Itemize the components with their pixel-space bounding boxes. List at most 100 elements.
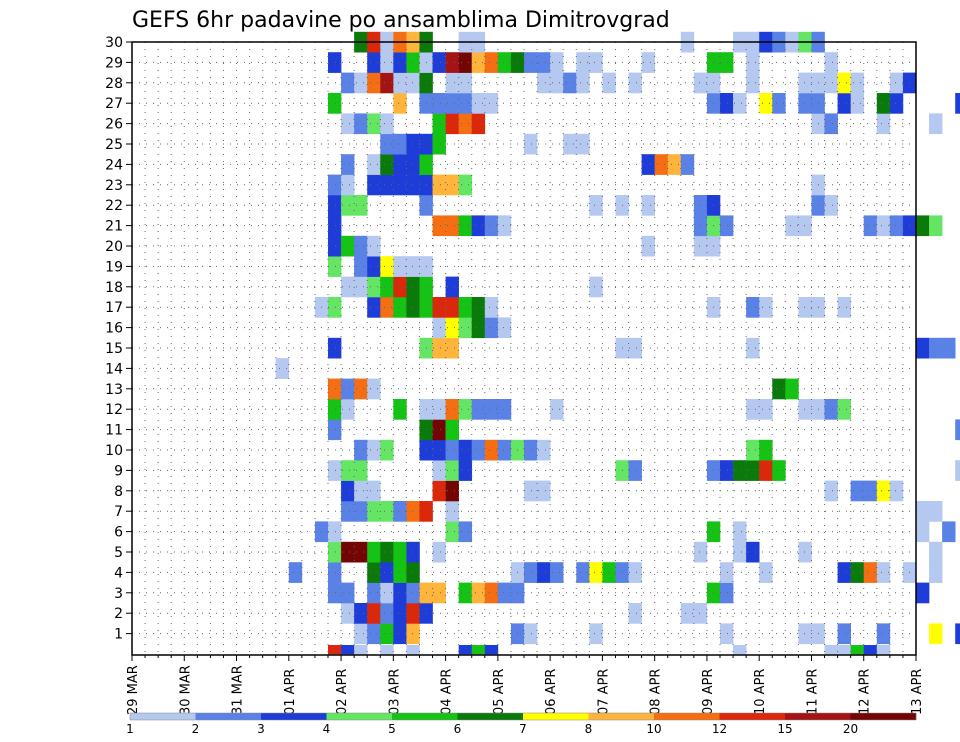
y-tick-label: 15 — [105, 341, 123, 357]
legend-label: 3 — [257, 722, 265, 736]
heatmap-cell — [367, 52, 381, 73]
heatmap-cell — [484, 297, 499, 318]
heatmap-cell — [524, 480, 538, 502]
heatmap-cell — [746, 52, 760, 73]
heatmap-cell — [341, 501, 355, 522]
heatmap-cell — [432, 174, 446, 196]
heatmap-cell — [720, 623, 734, 645]
heatmap-cell — [889, 72, 904, 94]
heatmap-cell — [445, 439, 459, 461]
heatmap-cell — [458, 582, 473, 604]
heatmap-cell — [916, 582, 930, 604]
heatmap-cell — [746, 439, 760, 461]
legend-swatch — [785, 713, 851, 720]
heatmap-cell — [942, 521, 956, 543]
legend-label: 15 — [777, 722, 792, 736]
heatmap-cell — [380, 501, 394, 522]
heatmap-cell — [798, 623, 812, 645]
heatmap-cell — [497, 399, 512, 420]
heatmap-cell — [458, 460, 473, 481]
legend-label: 6 — [454, 722, 462, 736]
heatmap-cell — [393, 399, 407, 420]
heatmap-cell — [850, 72, 865, 94]
heatmap-cell — [445, 113, 459, 135]
heatmap-cell — [746, 337, 760, 359]
heatmap-cell — [876, 623, 891, 645]
heatmap-cell — [824, 72, 838, 94]
heatmap-cell — [589, 562, 603, 583]
y-tick-label: 13 — [105, 382, 123, 398]
y-tick-label: 6 — [114, 525, 123, 541]
heatmap-cell — [367, 113, 381, 135]
heatmap-cell — [432, 133, 446, 155]
heatmap-cell — [367, 501, 381, 522]
heatmap-cell — [406, 256, 420, 277]
heatmap-cell — [380, 133, 394, 155]
heatmap-cell — [837, 562, 851, 583]
heatmap-cell — [837, 297, 851, 318]
heatmap-cell — [393, 72, 407, 94]
heatmap-cell — [393, 52, 407, 73]
heatmap-cell — [445, 93, 459, 114]
heatmap-cell — [824, 113, 838, 135]
x-tick-label: 03 APR — [387, 669, 402, 715]
y-tick-label: 20 — [105, 239, 123, 255]
heatmap-cell — [837, 645, 851, 655]
heatmap-cell — [720, 93, 734, 114]
heatmap-cell — [772, 93, 786, 114]
heatmap-cell — [798, 399, 812, 420]
heatmap-cell — [341, 460, 355, 481]
heatmap-cell — [341, 195, 355, 216]
heatmap-cell — [393, 582, 407, 604]
y-tick-label: 5 — [114, 545, 123, 561]
heatmap-cell — [393, 276, 407, 298]
heatmap-cell — [850, 562, 865, 583]
legend-swatch — [130, 713, 196, 720]
heatmap-cell — [471, 439, 486, 461]
heatmap-cell — [720, 215, 734, 237]
legend-label: 20 — [843, 722, 858, 736]
heatmap-cell — [432, 52, 446, 73]
heatmap-cell — [432, 439, 446, 461]
heatmap-cell — [328, 378, 342, 400]
y-axis: 1234567891011121314151617181920212223242… — [105, 35, 132, 643]
heatmap-cell — [628, 72, 642, 94]
heatmap-cell — [589, 52, 603, 73]
heatmap-cell — [445, 317, 459, 339]
heatmap-cell — [798, 541, 812, 563]
heatmap-cell — [328, 195, 342, 216]
heatmap-cell — [380, 52, 394, 73]
heatmap-cell — [406, 297, 420, 318]
heatmap-cell — [824, 480, 838, 502]
heatmap-cell — [785, 215, 799, 237]
heatmap-cell — [393, 93, 407, 114]
x-tick-label: 29 MAR — [126, 665, 141, 715]
heatmap-cell — [746, 460, 760, 481]
heatmap-cell — [733, 521, 747, 543]
x-axis: 29 MAR 30 MAR 31 MAR 01 APR 02 APR 03 APR 04 A… — [126, 655, 925, 715]
heatmap-cell — [471, 215, 486, 237]
heatmap-cell — [341, 399, 355, 420]
heatmap-cell — [341, 113, 355, 135]
y-tick-label: 21 — [105, 219, 123, 235]
heatmap-cell — [550, 52, 564, 73]
heatmap-cell — [889, 93, 904, 114]
heatmap-cell — [380, 603, 394, 624]
heatmap-cell — [876, 562, 891, 583]
heatmap-cell — [955, 419, 960, 441]
heatmap-cell — [733, 541, 747, 563]
x-tick-label: 08 APR — [649, 669, 664, 715]
heatmap-cell — [589, 195, 603, 216]
heatmap-cell — [406, 154, 420, 175]
heatmap-cell — [367, 439, 381, 461]
legend-swatch — [654, 713, 720, 720]
heatmap-cell — [445, 174, 459, 196]
y-tick-label: 28 — [105, 76, 123, 92]
heatmap-cell — [458, 521, 473, 543]
y-tick-label: 12 — [105, 402, 123, 418]
heatmap-cell — [445, 276, 459, 298]
heatmap-cell — [550, 562, 564, 583]
y-tick-label: 4 — [114, 565, 123, 581]
heatmap-cell — [380, 297, 394, 318]
heatmap-cell — [876, 113, 891, 135]
